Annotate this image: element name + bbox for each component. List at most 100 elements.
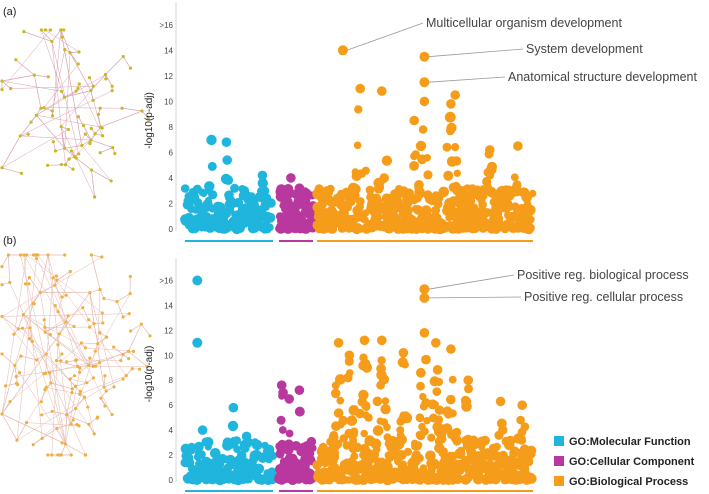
network-node: [59, 28, 63, 32]
network-node: [98, 360, 102, 365]
network-node: [55, 278, 59, 282]
network-node: [34, 113, 39, 117]
network-node: [0, 412, 4, 416]
point-mf: [263, 471, 275, 482]
point-bp: [329, 430, 339, 440]
network-edge: [65, 414, 67, 445]
point-bp: [434, 442, 445, 454]
network-edge: [78, 83, 103, 136]
point-bp: [437, 224, 446, 233]
legend-swatch-cc: [554, 456, 564, 466]
y-tick-label: 14: [164, 301, 173, 310]
network-node: [76, 86, 80, 90]
point-mf: [249, 216, 259, 226]
point-bp: [413, 205, 423, 215]
point-bp: [417, 223, 427, 234]
point-bp: [332, 193, 343, 204]
network-node: [57, 332, 61, 336]
network-node: [87, 325, 92, 329]
point-bp: [373, 183, 384, 194]
peak-point-bp: [419, 328, 430, 338]
network-edge: [99, 362, 105, 388]
point-bp: [415, 430, 426, 441]
network-edge: [23, 254, 43, 439]
peak-point-mf: [197, 425, 208, 435]
network-edge: [41, 29, 65, 98]
network-node: [18, 134, 22, 138]
network-node: [66, 127, 70, 132]
point-bp: [351, 168, 359, 176]
point-bp: [370, 438, 382, 450]
y-tick-label: 10: [164, 351, 173, 360]
network-edge: [1, 167, 22, 174]
network-edge: [1, 29, 51, 90]
network-edge: [55, 305, 113, 415]
network-edge: [45, 277, 54, 374]
network-edge: [45, 331, 89, 366]
point-mf: [210, 448, 221, 459]
network-edge: [23, 314, 66, 445]
point-bp: [410, 152, 419, 161]
point-mf: [233, 465, 241, 473]
network-edge: [141, 110, 149, 119]
network-edge: [39, 292, 66, 445]
network-edge: [39, 254, 49, 293]
network-edge: [17, 314, 24, 329]
point-cc: [285, 429, 294, 438]
point-mf: [232, 436, 241, 445]
network-edge: [83, 125, 92, 141]
point-mf: [193, 184, 202, 194]
network-node: [24, 253, 29, 257]
network-node: [110, 413, 114, 417]
y-tick-label: 12: [164, 72, 173, 81]
annotation-label: System development: [526, 42, 643, 56]
point-mf: [261, 441, 269, 450]
point-bp: [484, 219, 493, 228]
point-bp: [381, 193, 392, 204]
point-cc: [292, 472, 302, 482]
network-node: [70, 391, 74, 395]
point-mf: [200, 475, 208, 483]
network-edge: [1, 129, 69, 168]
peak-point-bp: [446, 99, 456, 109]
network-node: [65, 413, 69, 417]
point-mf: [204, 186, 213, 195]
point-bp: [453, 471, 462, 479]
peak-point-cc: [284, 394, 295, 404]
peak-point-bp: [344, 350, 355, 361]
point-bp: [409, 161, 419, 171]
network-node: [81, 124, 86, 128]
network-edge: [100, 110, 143, 128]
point-cc: [301, 441, 312, 452]
network-edge: [93, 323, 99, 344]
point-bp: [442, 406, 453, 417]
point-bp: [377, 368, 386, 377]
y-tick-label: 6: [169, 401, 174, 410]
point-mf: [251, 438, 259, 446]
network-edge: [51, 41, 66, 165]
point-bp: [381, 155, 393, 166]
network-node: [27, 282, 31, 286]
network-node: [74, 156, 78, 160]
network-node: [62, 95, 66, 99]
point-bp: [314, 468, 324, 478]
network-edge: [75, 397, 85, 409]
network-edge: [52, 29, 62, 116]
network-node: [22, 253, 26, 257]
peak-point-bp: [446, 344, 456, 354]
peak-point-bp: [398, 348, 409, 358]
network-edge: [1, 353, 16, 366]
peak-point-mf: [257, 170, 268, 181]
network-node: [79, 341, 84, 345]
network-node: [104, 389, 108, 393]
network-node: [59, 359, 63, 363]
annotation-leader: [428, 76, 506, 83]
network-node: [128, 66, 133, 70]
point-bp: [330, 388, 341, 399]
point-mf: [213, 459, 225, 470]
point-bp: [446, 126, 455, 136]
network-node: [59, 89, 64, 93]
network-node: [121, 377, 125, 381]
network-edge: [23, 31, 52, 42]
network-edge: [128, 351, 148, 368]
